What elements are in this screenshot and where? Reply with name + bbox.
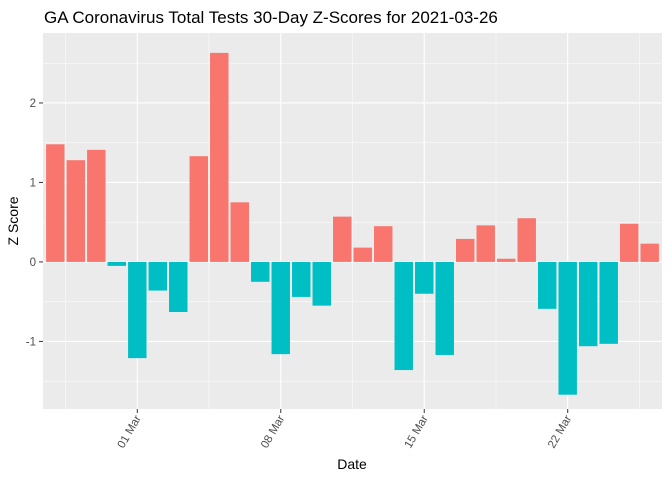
bar — [640, 243, 659, 262]
y-axis: -1 0 1 2 — [26, 98, 43, 348]
bar — [189, 156, 208, 262]
y-axis-label: Z Score — [5, 196, 21, 245]
bar — [476, 225, 495, 262]
bar — [230, 202, 249, 262]
bar — [415, 261, 434, 294]
x-tick-label: 22 Mar — [546, 413, 574, 450]
bar — [66, 160, 86, 262]
x-axis-label: Date — [337, 456, 367, 472]
bar — [210, 52, 229, 262]
y-tick-label: 1 — [30, 177, 36, 189]
bar — [578, 261, 598, 347]
bar — [169, 261, 188, 313]
bar — [374, 226, 393, 262]
bar — [87, 149, 106, 262]
bar — [333, 216, 352, 262]
x-axis: 01 Mar 08 Mar 15 Mar 22 Mar — [116, 409, 574, 451]
chart-title: GA Coronavirus Total Tests 30-Day Z-Scor… — [44, 8, 498, 27]
bar — [251, 261, 270, 282]
bar — [353, 247, 372, 262]
bar — [271, 261, 290, 355]
bar — [435, 261, 454, 355]
y-tick-label: 0 — [30, 257, 36, 269]
bar — [497, 258, 516, 262]
bar — [619, 223, 639, 262]
bar — [538, 261, 557, 309]
bar — [312, 261, 331, 306]
x-tick-label: 15 Mar — [403, 413, 431, 450]
bar — [558, 261, 577, 395]
y-tick-label: -1 — [26, 336, 36, 348]
x-tick-label: 08 Mar — [259, 413, 287, 450]
bar — [517, 218, 536, 262]
bar — [292, 261, 311, 297]
x-tick-label: 01 Mar — [116, 413, 144, 450]
bar — [128, 261, 147, 359]
bar — [107, 261, 127, 266]
bar — [46, 144, 65, 262]
bar — [394, 261, 413, 371]
bars-group — [46, 52, 659, 395]
y-tick-label: 2 — [30, 98, 36, 110]
bar — [148, 261, 168, 291]
bar — [456, 238, 475, 262]
bar — [599, 261, 618, 344]
